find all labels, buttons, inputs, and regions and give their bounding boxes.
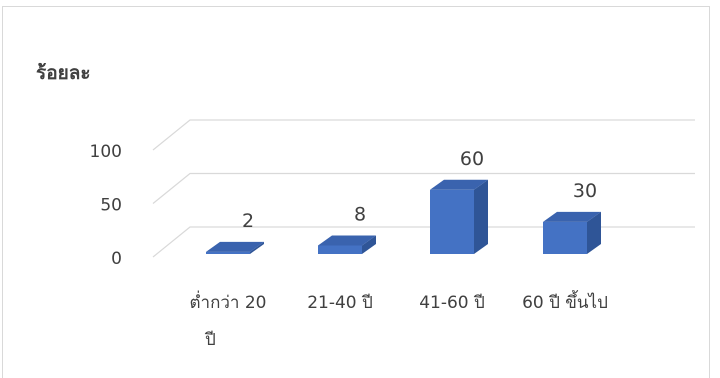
gridline xyxy=(152,226,695,258)
bar xyxy=(206,251,250,254)
bar-side xyxy=(250,241,264,254)
bar xyxy=(430,189,474,254)
bar xyxy=(543,221,587,254)
chart-frame xyxy=(2,6,710,378)
data-label: 2 xyxy=(242,210,254,232)
bar-top xyxy=(543,211,601,222)
bar xyxy=(318,245,362,254)
gridline xyxy=(152,119,695,151)
data-label: 60 xyxy=(460,148,484,170)
gridline xyxy=(152,172,695,204)
x-tick-label: 60 ปี ขึ้นไป xyxy=(522,290,608,313)
y-tick-label: 50 xyxy=(100,196,122,216)
bar-top xyxy=(206,241,264,252)
x-tick-label: 41-60 ปี xyxy=(419,293,485,313)
bar-top xyxy=(318,235,376,246)
data-label: 8 xyxy=(354,203,366,225)
bar-top xyxy=(430,179,488,190)
y-tick-label: 100 xyxy=(90,142,122,162)
data-label: 30 xyxy=(573,180,597,202)
bar-side xyxy=(362,235,376,254)
bar-side xyxy=(474,179,488,254)
x-tick-label: ต่ำกว่า 20 xyxy=(189,290,266,313)
y-tick-label: 0 xyxy=(111,249,122,269)
x-tick-label: 21-40 ปี xyxy=(307,293,373,313)
bar-side xyxy=(587,211,601,254)
y-axis-title: ร้อยละ xyxy=(36,62,91,84)
x-tick-label: ปี xyxy=(204,330,216,350)
